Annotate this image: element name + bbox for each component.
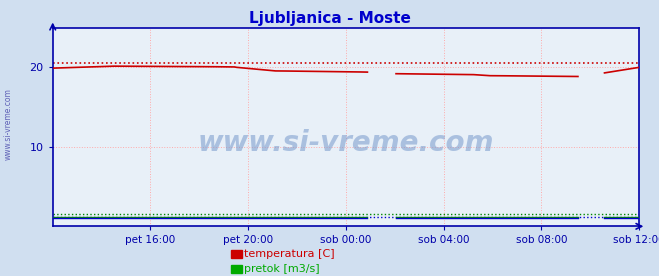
Text: pretok [m3/s]: pretok [m3/s] [244, 264, 320, 274]
Text: Ljubljanica - Moste: Ljubljanica - Moste [248, 11, 411, 26]
Text: www.si-vreme.com: www.si-vreme.com [198, 129, 494, 157]
Text: temperatura [C]: temperatura [C] [244, 249, 335, 259]
Text: www.si-vreme.com: www.si-vreme.com [4, 88, 13, 160]
